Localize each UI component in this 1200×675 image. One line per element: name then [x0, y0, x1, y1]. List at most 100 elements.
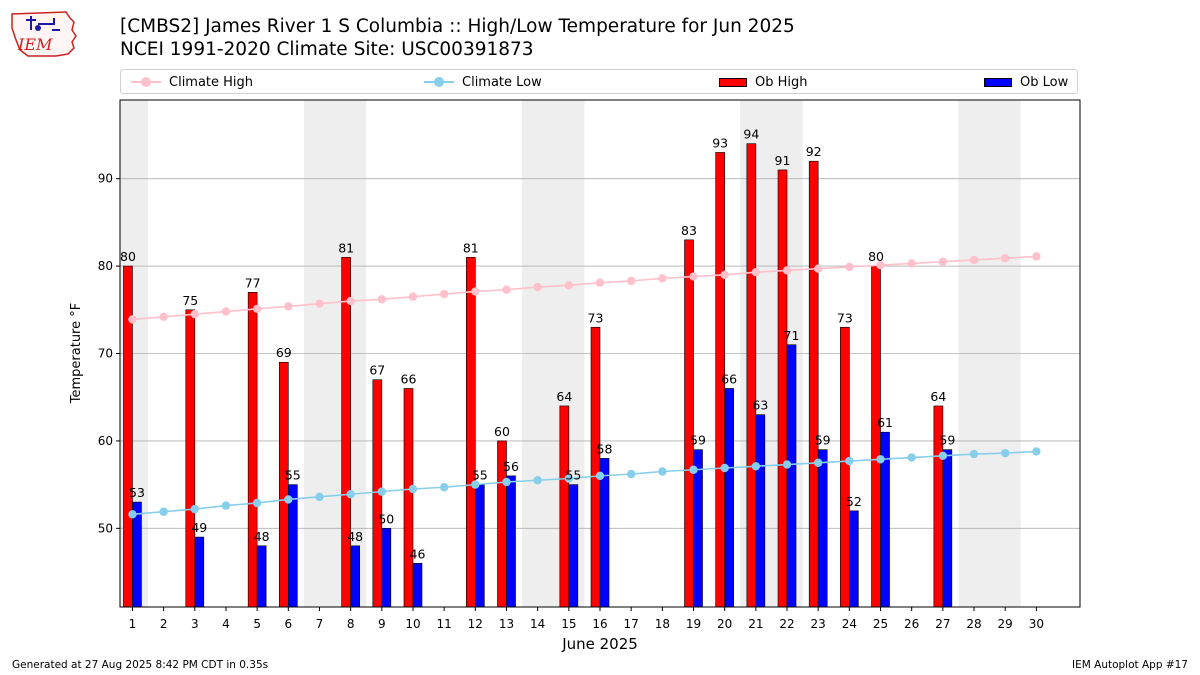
legend-ob-low-label: Ob Low: [1020, 74, 1069, 90]
ob-low-bar-23: [817, 449, 828, 608]
x-tick-label-10: 10: [405, 617, 420, 631]
logo-text: IEM: [17, 35, 53, 54]
climate-low-point-2: [159, 507, 168, 516]
climate-low-line: [132, 450, 1037, 516]
ob-high-label-23: 92: [806, 144, 822, 159]
iem-logo: IEM: [8, 4, 82, 62]
ob-high-bar-25: [871, 265, 881, 608]
y-tick-label-50: 50: [98, 521, 113, 535]
ob-low-bar-22: [786, 344, 797, 608]
legend-climate-low-label: Climate Low: [462, 74, 542, 90]
ob-low-label-8: 48: [347, 529, 363, 544]
ob-low-label-19: 59: [690, 433, 706, 448]
x-tick-label-30: 30: [1029, 617, 1044, 631]
ob-high-label-6: 69: [276, 345, 292, 360]
climate-low-point-7: [315, 492, 324, 502]
ob-low-bar-13: [506, 475, 516, 608]
climate-low-point-9: [377, 487, 387, 496]
climate-low-point-4: [221, 501, 231, 510]
x-tick-label-14: 14: [530, 617, 545, 631]
ob-high-label-24: 73: [837, 310, 853, 325]
climate-high-point-23: [813, 264, 823, 273]
ob-high-bar-24: [840, 326, 850, 608]
y-tick-label-70: 70: [98, 347, 113, 361]
ob-high-bar-6: [279, 361, 289, 608]
climate-high-point-24: [845, 262, 854, 272]
ob-high-label-5: 77: [245, 275, 261, 290]
ob-high-label-15: 64: [556, 389, 572, 404]
ob-low-label-22: 71: [784, 328, 800, 343]
ob-high-label-25: 80: [868, 249, 884, 264]
climate-low-point-28: [969, 449, 979, 459]
climate-high-point-28: [969, 255, 979, 265]
ob-high-label-19: 83: [681, 223, 697, 238]
ob-high-label-21: 94: [743, 127, 759, 142]
climate-high-point-7: [315, 299, 324, 308]
climate-high-line: [132, 255, 1037, 321]
ob-low-bar-12: [475, 484, 485, 608]
y-tick-label-80: 80: [98, 259, 113, 273]
ob-low-bar-21: [755, 414, 766, 608]
bar-labels: 80 53 75 49 77 48 69 55 81 48 67 50 66 46 81 55 60 56 64 55…: [120, 127, 955, 562]
ob-low-bar-9: [381, 528, 392, 608]
legend-climate-low: Climate Low: [424, 73, 542, 91]
climate-low-point-21: [751, 462, 761, 471]
climate-high-point-4: [221, 307, 231, 316]
ob-low-label-5: 48: [254, 529, 270, 544]
ob-high-label-9: 67: [369, 363, 385, 378]
x-tick-label-2: 2: [160, 617, 168, 631]
climate-low-point-15: [564, 474, 574, 483]
climate-low-point-16: [595, 471, 605, 481]
climate-high-point-18: [658, 274, 667, 283]
x-tick-label-7: 7: [316, 617, 324, 631]
legend-climate-high-label: Climate High: [169, 74, 254, 90]
legend-ob-high-label: Ob High: [755, 74, 808, 90]
ob-high-label-8: 81: [338, 240, 354, 255]
climate-high-point-5: [252, 304, 262, 314]
climate-high-point-16: [595, 278, 605, 287]
climate-low-point-29: [1000, 448, 1010, 458]
y-tick-label-60: 60: [98, 434, 113, 448]
x-tick-label-26: 26: [904, 617, 919, 631]
ob-low-label-27: 59: [939, 433, 955, 448]
ob-high-bar-10: [403, 388, 414, 608]
chart-title: [CMBS2] James River 1 S Columbia :: High…: [120, 16, 795, 37]
x-tick-label-24: 24: [842, 617, 857, 631]
x-tick-label-27: 27: [935, 617, 950, 631]
climate-low-point-8: [346, 490, 355, 499]
climate-high-point-25: [876, 261, 885, 270]
x-tick-label-13: 13: [499, 617, 514, 631]
climate-low-swatch: [424, 73, 454, 91]
climate-high-point-27: [938, 257, 948, 266]
climate-high-point-2: [159, 312, 168, 321]
ob-low-bar-3: [194, 536, 205, 608]
climate-high-point-22: [782, 266, 792, 275]
legend-climate-high: Climate High: [131, 73, 253, 91]
climate-high-point-8: [346, 296, 355, 306]
ob-high-bar-3: [185, 309, 196, 608]
bars: [123, 143, 953, 608]
climate-low-point-17: [626, 469, 636, 479]
climate-low-point-27: [938, 451, 948, 460]
ob-low-bar-15: [568, 484, 579, 608]
climate-low-point-18: [658, 467, 667, 476]
climate-high-swatch: [131, 73, 161, 91]
ob-high-label-22: 91: [775, 153, 791, 168]
x-tick-label-23: 23: [811, 617, 826, 631]
ob-low-label-12: 55: [472, 468, 488, 483]
climate-low-point-6: [284, 495, 293, 504]
ob-low-label-16: 58: [597, 441, 613, 456]
climate-low-point-24: [845, 456, 854, 466]
climate-high-point-15: [564, 281, 574, 290]
ob-low-bar-27: [942, 449, 953, 608]
ob-low-bar-5: [256, 545, 267, 608]
climate-low-point-5: [252, 498, 262, 508]
x-tick-label-9: 9: [378, 617, 386, 631]
ob-low-label-15: 55: [565, 468, 581, 483]
climate-low-point-3: [190, 504, 200, 514]
legend: Climate High Climate Low Ob High Ob Low: [120, 69, 1078, 94]
ob-low-label-20: 66: [721, 371, 737, 386]
climate-low-point-11: [439, 483, 449, 492]
climate-high-point-13: [502, 285, 511, 294]
